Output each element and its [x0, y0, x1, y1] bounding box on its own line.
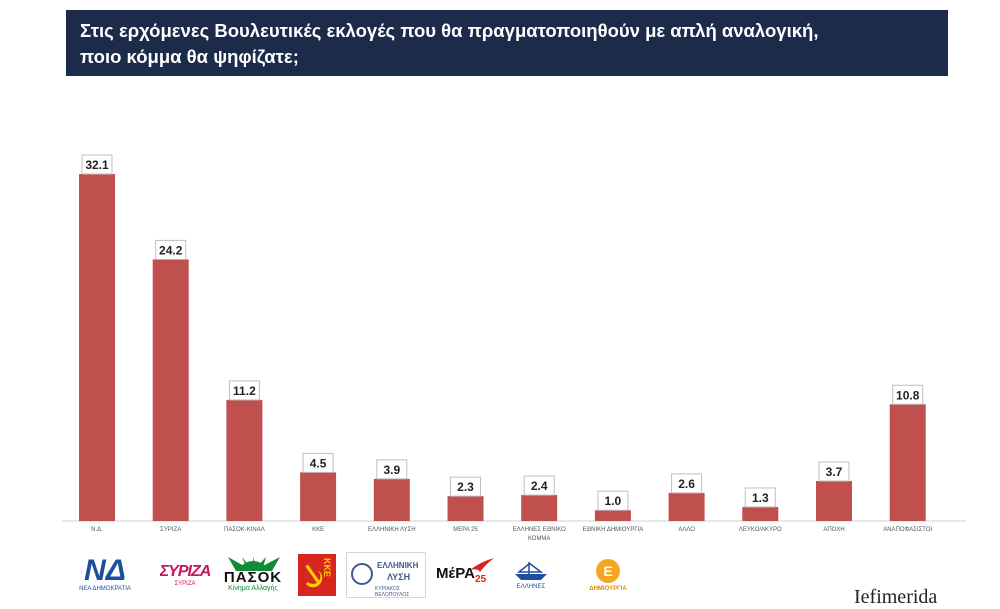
- bar: [889, 404, 926, 521]
- chart-title-line-2: ποιο κόμμα θα ψηφίζατε;: [80, 46, 299, 67]
- bar: [152, 259, 189, 521]
- bar: [373, 478, 410, 521]
- data-label: 1.3: [752, 491, 769, 505]
- kke-logo-box: ΚΚΕ: [298, 554, 336, 596]
- data-label-box: [228, 380, 260, 401]
- data-label: 1.0: [605, 494, 622, 508]
- kke-logo: ΚΚΕ: [295, 552, 339, 598]
- x-tick-label: Ν.Δ.: [91, 527, 103, 533]
- data-label: 32.1: [85, 158, 109, 172]
- x-tick-label: ΚΚΕ: [312, 527, 324, 533]
- pasok-sun-icon: [228, 557, 280, 571]
- data-label: 24.2: [159, 243, 183, 257]
- elliniki-lysi-logo-line-1: ΕΛΛΗΝΙΚΗ: [377, 561, 419, 570]
- bar: [300, 472, 337, 521]
- nd-logo-mark: ΝΔ: [84, 554, 126, 587]
- x-tick-label: ΕΛΛΗΝΙΚΗ ΛΥΣΗ: [368, 527, 416, 533]
- elliniki-lysi-logo-line-2: ΛΥΣΗ: [387, 572, 411, 582]
- x-tick-label: ΣΥΡΙΖΑ: [160, 527, 181, 533]
- data-label-box: [155, 239, 187, 260]
- x-tick-label: ΚΟΜΜΑ: [528, 536, 550, 542]
- data-label-box: [523, 475, 555, 496]
- emblem-icon: [351, 563, 373, 585]
- data-label-box: [892, 384, 924, 405]
- data-label-box: [302, 452, 334, 473]
- x-tick-label: ΑΠΟΧΗ: [823, 527, 844, 533]
- kke-logo-text: ΚΚΕ: [322, 558, 332, 578]
- ethniki-dimiourgia-logo: Ε ΔΗΜΙΟΥΡΓΙΑ: [580, 552, 636, 598]
- data-label: 4.5: [310, 456, 327, 470]
- bar: [521, 495, 558, 521]
- ethniki-dimiourgia-logo-sub: ΔΗΜΙΟΥΡΓΙΑ: [589, 585, 627, 592]
- data-label: 3.9: [383, 463, 400, 477]
- data-label-box: [81, 154, 113, 175]
- source-watermark: Iefimerida: [854, 586, 938, 608]
- x-tick-label: ΑΝΑΠΟΦΑΣΙΣΤΟΙ: [883, 527, 932, 533]
- syriza-logo: ΣΥΡΙΖΑ ΣΥΡΙΖΑ: [160, 552, 210, 598]
- chart-title-banner: Στις ερχόμενες Βουλευτικές εκλογές που θ…: [66, 10, 948, 76]
- x-tick-label: ΠΑΣΟΚ-ΚΙΝΑΛ: [224, 527, 265, 533]
- mera25-logo-mark: ΜέΡΑ25: [436, 565, 486, 585]
- elliniki-lysi-logo: ΕΛΛΗΝΙΚΗ ΛΥΣΗ ΚΥΡΙΑΚΟΣ ΒΕΛΟΠΟΥΛΟΣ: [346, 552, 426, 598]
- data-label-box: [376, 459, 408, 480]
- x-tick-label: ΕΘΝΙΚΗ ΔΗΜΙΟΥΡΓΙΑ: [583, 527, 644, 533]
- hammer-sickle-icon: [305, 564, 323, 588]
- bar-chart: 32.1 Ν.Δ. 24.2 ΣΥΡΙΖΑ 11.2 ΠΑΣΟΚ-ΚΙΝΑΛ 4.5 ΚΚΕ 3…: [62, 154, 966, 542]
- bar: [226, 399, 263, 521]
- data-label-box: [671, 473, 703, 494]
- pasok-logo: ΠΑΣΟΚ Κίνημα Αλλαγής: [214, 552, 292, 598]
- data-label: 2.4: [531, 479, 548, 493]
- pasok-logo-sub: Κίνημα Αλλαγής: [228, 585, 278, 592]
- mera25-logo-word: ΜέΡΑ: [435, 565, 475, 582]
- x-tick-label: ΑΛΛΟ: [678, 527, 695, 533]
- chart-title-line-1: Στις ερχόμενες Βουλευτικές εκλογές που θ…: [80, 20, 819, 41]
- ship-icon: [515, 562, 547, 580]
- mera25-logo-num: 25: [474, 574, 487, 585]
- data-label: 11.2: [233, 384, 256, 398]
- party-logos-row: ΝΔ ΝΕΑ ΔΗΜΟΚΡΑΤΙΑ ΣΥΡΙΖΑ ΣΥΡΙΖΑ ΠΑΣΟΚ Κί…: [0, 548, 1000, 600]
- data-label: 2.3: [457, 480, 474, 494]
- ellines-logo: ΕΛΛΗΝΕΣ: [500, 552, 562, 598]
- bar: [447, 496, 484, 521]
- data-label: 3.7: [826, 465, 843, 479]
- elliniki-lysi-logo-line-3: ΚΥΡΙΑΚΟΣ ΒΕΛΟΠΟΥΛΟΣ: [375, 586, 410, 598]
- bar: [594, 510, 631, 521]
- bar: [742, 506, 779, 521]
- ellines-logo-sub: ΕΛΛΗΝΕΣ: [516, 584, 546, 590]
- syriza-logo-mark: ΣΥΡΙΖΑ: [160, 563, 210, 580]
- bar: [668, 492, 705, 521]
- swallow-icon: [470, 558, 494, 572]
- data-label-box: [744, 487, 776, 508]
- x-tick-label: ΜΕΡΑ 25: [453, 527, 478, 533]
- nd-logo-sub: ΝΕΑ ΔΗΜΟΚΡΑΤΙΑ: [79, 586, 131, 592]
- data-label-box: [818, 461, 850, 482]
- ethniki-dimiourgia-logo-mark: Ε: [596, 558, 620, 583]
- x-tick-label: ΕΛΛΗΝΕΣ ΕΘΝΙΚΟ: [513, 527, 567, 533]
- syriza-logo-sub: ΣΥΡΙΖΑ: [174, 581, 196, 587]
- pasok-logo-mark: ΠΑΣΟΚ: [223, 569, 283, 586]
- bar: [816, 481, 852, 521]
- bar: [79, 174, 115, 521]
- data-label: 2.6: [678, 477, 695, 491]
- x-tick-label: ΛΕΥΚΟ/ΑΚΥΡΟ: [739, 527, 782, 533]
- data-label: 10.8: [896, 388, 920, 402]
- mera25-logo: ΜέΡΑ25: [428, 552, 494, 598]
- nd-logo: ΝΔ ΝΕΑ ΔΗΜΟΚΡΑΤΙΑ: [76, 552, 134, 598]
- data-label-box: [450, 476, 481, 497]
- data-label-box: [597, 490, 629, 511]
